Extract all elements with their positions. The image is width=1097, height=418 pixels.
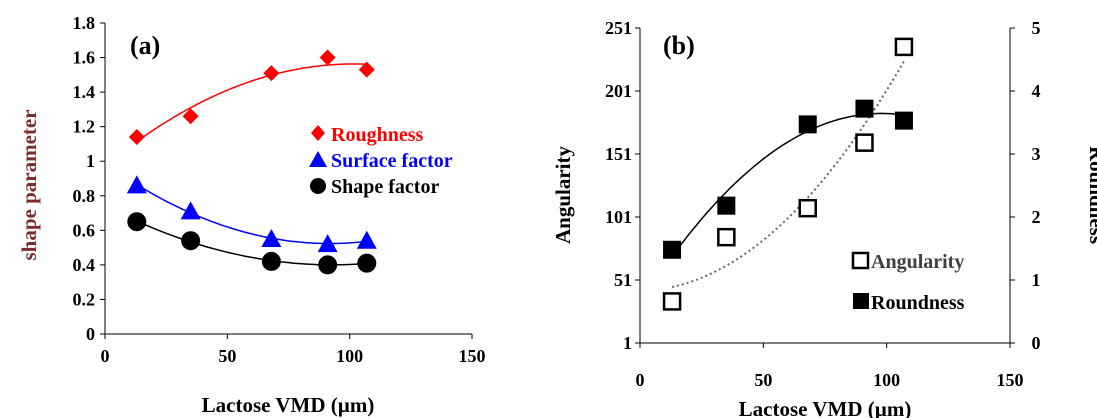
legend-surface-factor-marker bbox=[309, 151, 327, 167]
panel-b-right-y-tick-label: 5 bbox=[1032, 18, 1041, 38]
roundness-point bbox=[894, 111, 913, 130]
panel-a-marks bbox=[126, 49, 377, 275]
roundness-point bbox=[855, 99, 874, 118]
shape-factor-point bbox=[127, 212, 147, 232]
legend-shape-factor-label: Shape factor bbox=[331, 176, 439, 198]
legend-roughness-label: Roughness bbox=[331, 124, 423, 146]
panel-a-y-tick-label: 1.2 bbox=[73, 117, 96, 137]
panel-b-label: (b) bbox=[663, 31, 695, 60]
panel-b-left-y-tick-label: 51 bbox=[614, 270, 632, 290]
surface-factor-point bbox=[180, 201, 201, 220]
legend-roundness-marker bbox=[853, 293, 869, 309]
shape-factor-point bbox=[357, 253, 377, 273]
angularity-point bbox=[717, 227, 736, 247]
angularity-point bbox=[662, 292, 682, 311]
panel-a-y-tick-label: 0.6 bbox=[73, 220, 96, 240]
panel-a-x-tick-label: 150 bbox=[459, 346, 486, 366]
panel-b-right-y-tick-label: 2 bbox=[1032, 207, 1041, 227]
panel-b-right-y-tick-label: 3 bbox=[1032, 144, 1041, 164]
panel-a-label: (a) bbox=[130, 31, 160, 60]
panel-a-x-tick-label: 0 bbox=[101, 346, 110, 366]
panel-b-right-y-tick-label: 4 bbox=[1032, 81, 1041, 101]
panel-b-left-y-tick-label: 151 bbox=[605, 144, 632, 164]
panel-b-legend: Angularity Roundness bbox=[851, 251, 965, 314]
panel-a-y-tick-label: 0.4 bbox=[73, 255, 96, 275]
angularity-point bbox=[798, 198, 817, 218]
roundness-point bbox=[663, 240, 682, 259]
surface-factor-point bbox=[126, 175, 147, 194]
panel-b-left-y-tick-label: 251 bbox=[605, 18, 632, 38]
angularity-point bbox=[894, 37, 914, 57]
panel-a-legend: Roughness Surface factor Shape factor bbox=[309, 124, 453, 198]
panel-a-y-axis-label: shape parameter bbox=[17, 109, 41, 260]
panel-b-x-tick-label: 150 bbox=[997, 370, 1024, 390]
panel-b-marks bbox=[662, 37, 914, 311]
panel-a-x-axis-label: Lactose VMD (µm) bbox=[202, 393, 375, 417]
legend-angularity-label: Angularity bbox=[871, 251, 964, 273]
legend-roundness-label: Roundness bbox=[871, 292, 965, 314]
panel-b-x-tick-label: 100 bbox=[873, 370, 900, 390]
panel-a-axes: 0 0.2 0.4 0.6 0.8 1 1.2 1.4 1.6 1.8 0 50 100 150 bbox=[73, 13, 486, 366]
panel-a-y-tick-label: 1.6 bbox=[73, 48, 96, 68]
panel-a: (a) 00.20.40.60.811.21.41.61.80 50 100 150 … bbox=[17, 13, 486, 417]
panel-b-right-y-axis-label: Roundness bbox=[1085, 146, 1097, 244]
panel-b-x-axis-label: Lactose VMD (µm) bbox=[739, 397, 912, 418]
roughness-point bbox=[263, 65, 280, 82]
panel-a-y-tick-label: 0 bbox=[86, 324, 95, 344]
panel-b-left-y-tick-label: 201 bbox=[605, 81, 632, 101]
roundness-point bbox=[798, 115, 817, 134]
roundness-point bbox=[717, 196, 736, 215]
shape-factor-point bbox=[318, 255, 338, 275]
panel-a-y-tick-label: 1.4 bbox=[73, 82, 96, 102]
panel-b-x-tick-label: 0 bbox=[636, 370, 645, 390]
angularity-point bbox=[855, 133, 874, 152]
panel-a-x-tick-label: 50 bbox=[218, 346, 236, 366]
roughness-point bbox=[182, 108, 199, 125]
surface-factor-point bbox=[317, 234, 338, 253]
roughness-point bbox=[319, 49, 336, 66]
surface-factor-point bbox=[356, 230, 377, 249]
panel-b-left-y-tick-label: 1 bbox=[623, 333, 632, 353]
roughness-trendline bbox=[136, 63, 367, 143]
surface-factor-point bbox=[261, 228, 282, 247]
panel-b-left-y-axis-label: Angularity bbox=[551, 146, 575, 245]
legend-angularity-marker bbox=[851, 251, 870, 270]
panel-b-x-tick-label: 50 bbox=[754, 370, 772, 390]
legend-surface-factor-label: Surface factor bbox=[331, 150, 453, 172]
panel-b-right-y-tick-label: 0 bbox=[1032, 333, 1041, 353]
legend-shape-factor-marker bbox=[310, 178, 326, 194]
shape-factor-point bbox=[261, 251, 281, 271]
panel-b-right-y-tick-label: 1 bbox=[1032, 270, 1041, 290]
panel-a-y-tick-label: 0.8 bbox=[73, 186, 96, 206]
roughness-point bbox=[128, 129, 145, 146]
panel-b-left-y-tick-label: 101 bbox=[605, 207, 632, 227]
legend-roughness-marker bbox=[311, 125, 325, 141]
panel-a-y-tick-label: 1 bbox=[86, 151, 95, 171]
panel-a-y-tick-label: 1.8 bbox=[73, 13, 96, 33]
roughness-point bbox=[358, 61, 375, 78]
panel-a-x-tick-label: 100 bbox=[336, 346, 363, 366]
panel-a-y-tick-label: 0.2 bbox=[73, 289, 96, 309]
shape-factor-point bbox=[181, 231, 201, 251]
angularity-trendline bbox=[671, 60, 905, 288]
